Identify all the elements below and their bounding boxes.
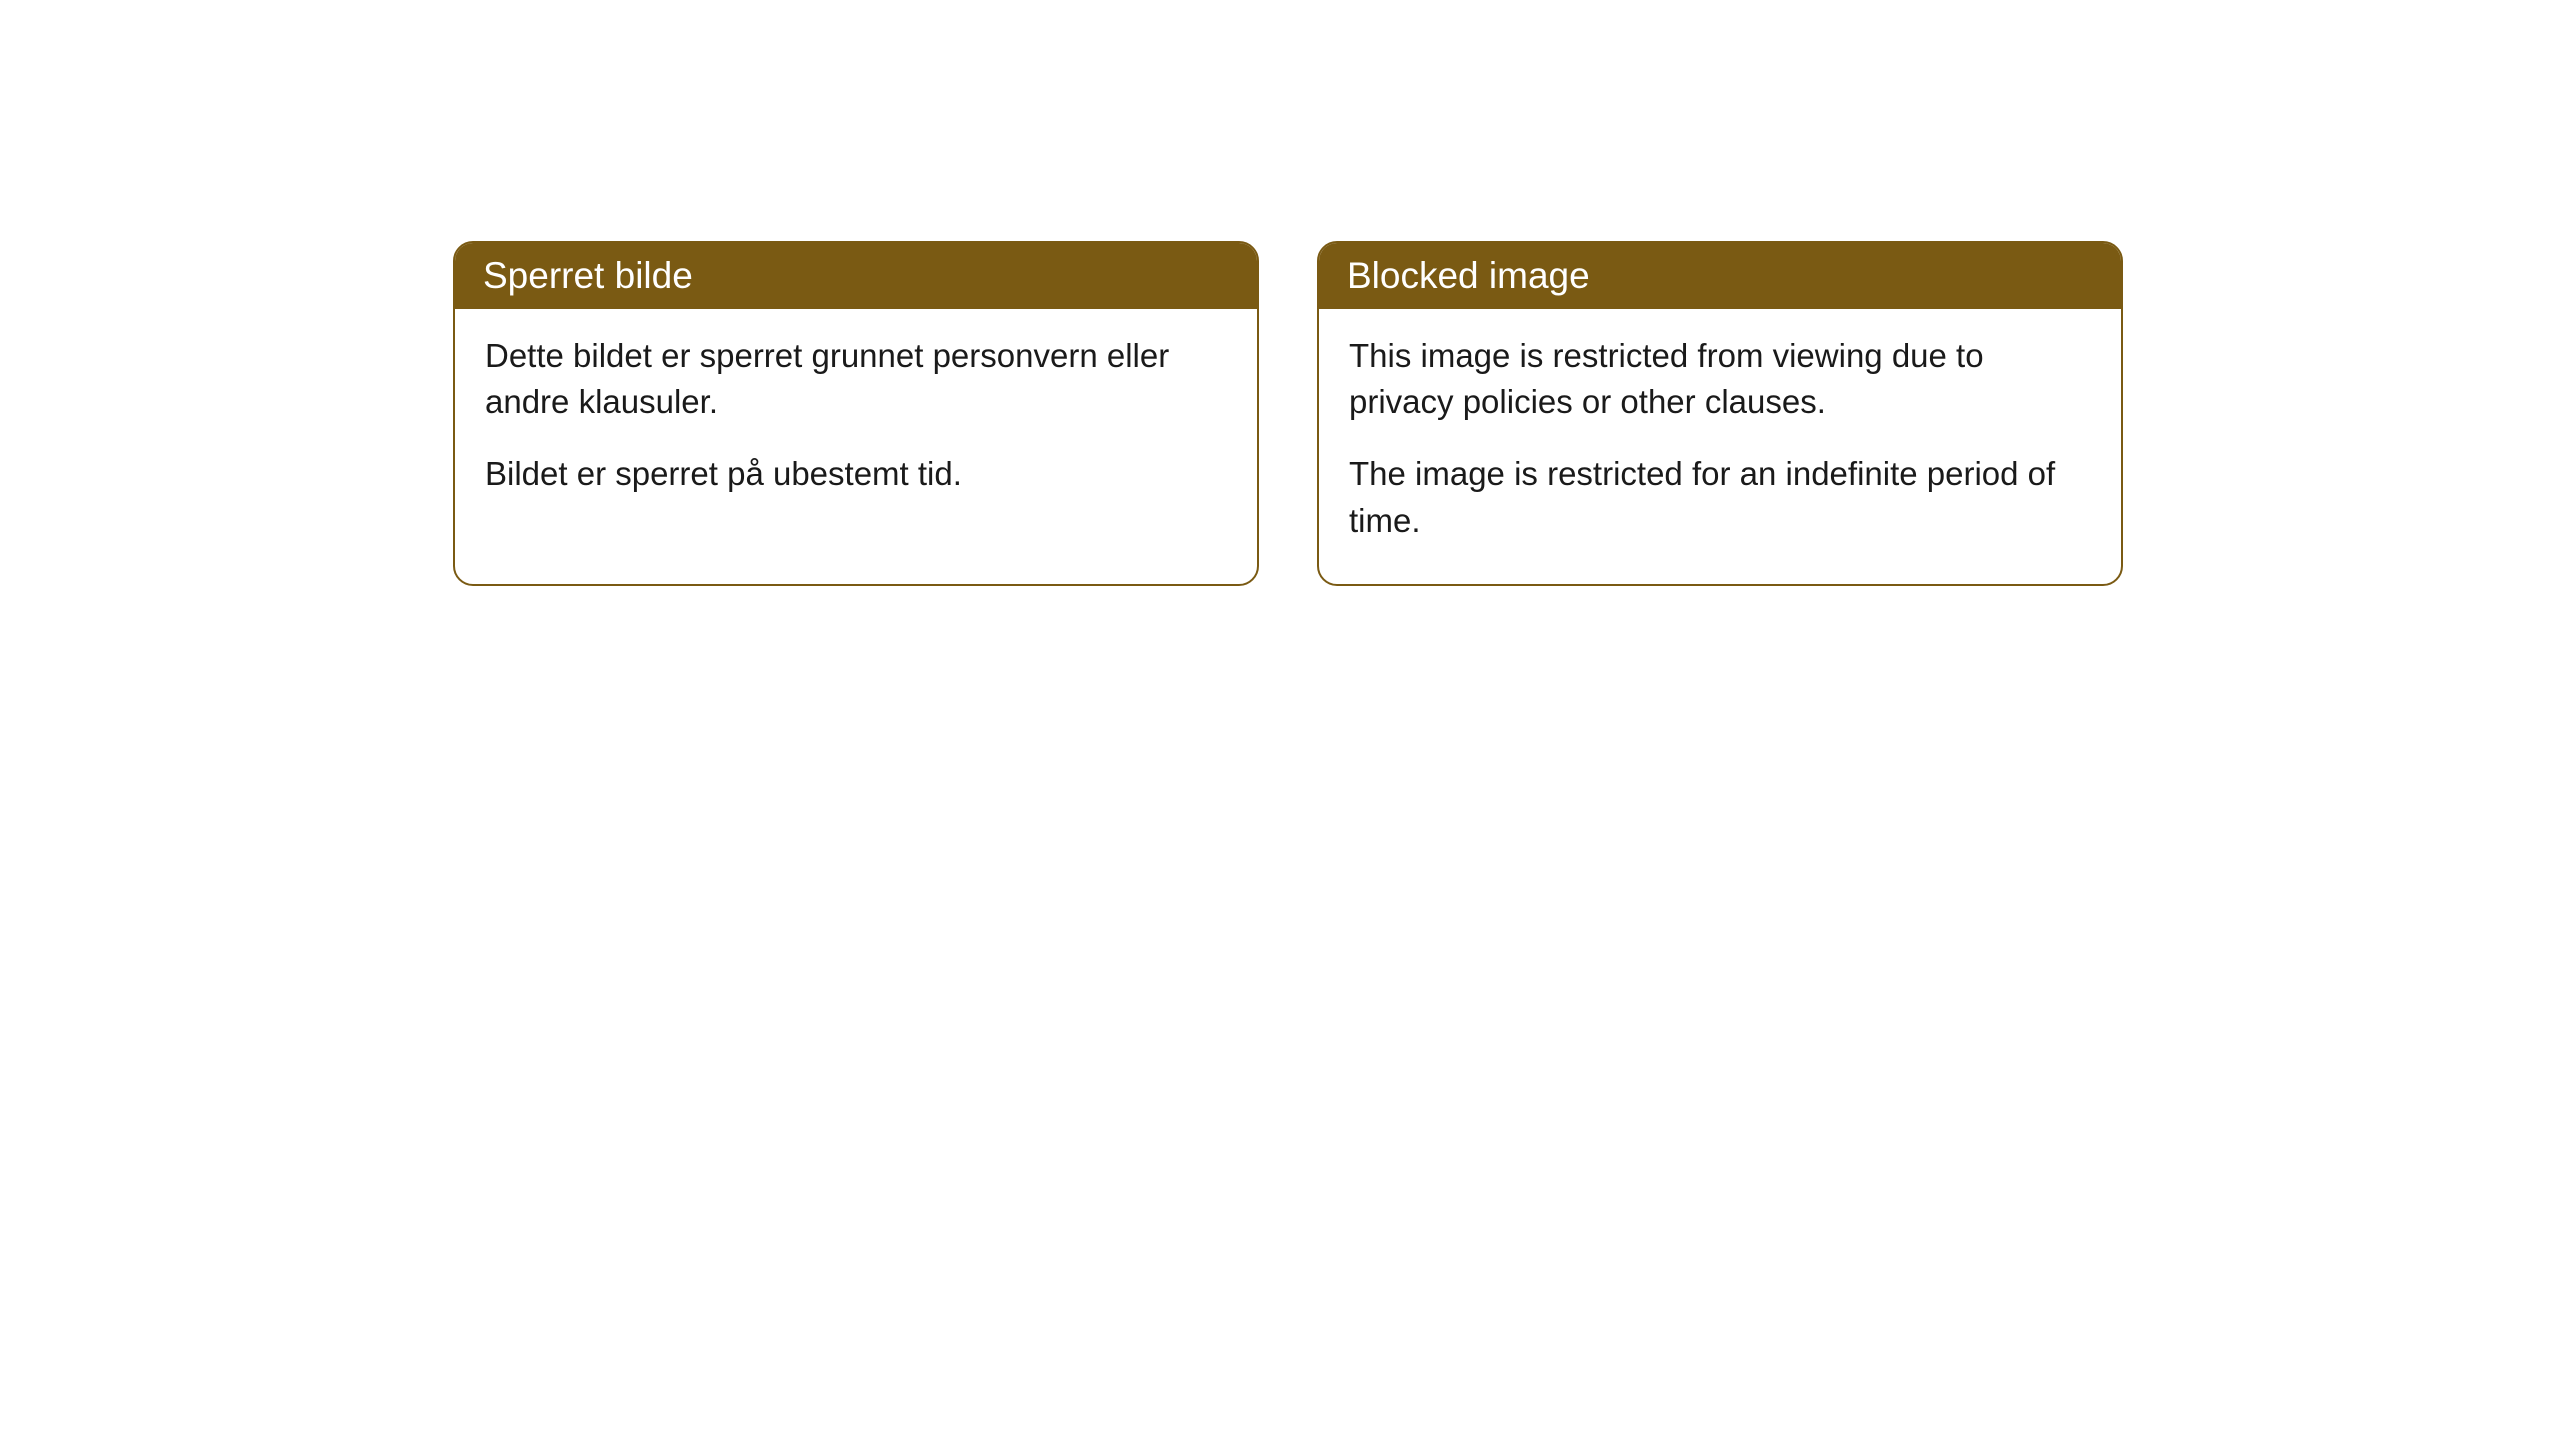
notice-card-english: Blocked image This image is restricted f… xyxy=(1317,241,2123,586)
card-header-english: Blocked image xyxy=(1319,243,2121,309)
card-body-english: This image is restricted from viewing du… xyxy=(1319,309,2121,584)
card-body-norwegian: Dette bildet er sperret grunnet personve… xyxy=(455,309,1257,538)
card-paragraph: This image is restricted from viewing du… xyxy=(1349,333,2091,425)
card-paragraph: The image is restricted for an indefinit… xyxy=(1349,451,2091,543)
notice-cards-container: Sperret bilde Dette bildet er sperret gr… xyxy=(453,241,2123,586)
card-header-norwegian: Sperret bilde xyxy=(455,243,1257,309)
card-title: Blocked image xyxy=(1347,255,1590,296)
notice-card-norwegian: Sperret bilde Dette bildet er sperret gr… xyxy=(453,241,1259,586)
card-paragraph: Dette bildet er sperret grunnet personve… xyxy=(485,333,1227,425)
card-paragraph: Bildet er sperret på ubestemt tid. xyxy=(485,451,1227,497)
card-title: Sperret bilde xyxy=(483,255,693,296)
